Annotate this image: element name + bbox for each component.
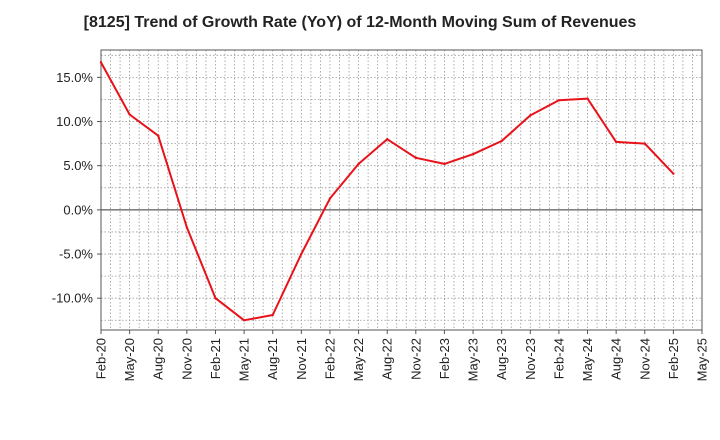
x-tick-label: Aug-24 <box>609 338 624 380</box>
data-point <box>586 97 589 100</box>
data-point <box>672 172 675 175</box>
x-tick-label: Feb-21 <box>208 338 223 379</box>
y-axis: -10.0% -5.0% 0.0% 5.0% 10.0% 15.0% <box>52 70 101 306</box>
x-tick-label: May-21 <box>237 338 252 381</box>
data-point <box>385 138 389 141</box>
y-tick-label: -5.0% <box>59 247 93 262</box>
x-tick-label: Feb-23 <box>437 338 452 379</box>
data-point <box>300 252 303 256</box>
x-tick-label: Nov-22 <box>408 338 423 380</box>
data-point <box>529 114 532 117</box>
x-tick-label: Feb-22 <box>322 338 337 379</box>
x-tick-label: Nov-20 <box>179 338 194 380</box>
data-point <box>471 153 475 156</box>
x-tick-label: May-25 <box>695 338 710 381</box>
data-point <box>185 226 189 229</box>
y-tick-label: 15.0% <box>56 70 93 85</box>
x-tick-label: Aug-21 <box>265 338 280 380</box>
x-tick-label: Feb-20 <box>94 338 109 379</box>
y-tick-label: 0.0% <box>63 202 93 217</box>
x-tick-label: May-22 <box>351 338 366 381</box>
x-tick-label: May-20 <box>122 338 137 381</box>
x-tick-label: Nov-24 <box>637 338 652 380</box>
data-point <box>328 197 332 200</box>
data-point <box>414 156 418 159</box>
data-point <box>557 99 561 102</box>
x-tick-label: May-23 <box>466 338 481 381</box>
x-tick-label: Aug-22 <box>380 338 395 380</box>
x-tick-label: Nov-23 <box>523 338 538 380</box>
y-tick-label: 5.0% <box>63 158 93 173</box>
data-point <box>242 319 246 322</box>
data-point <box>271 313 274 317</box>
data-point <box>614 140 618 144</box>
y-tick-label: 10.0% <box>56 114 93 129</box>
chart-title: [8125] Trend of Growth Rate (YoY) of 12-… <box>83 14 637 31</box>
x-tick-label: Aug-20 <box>151 338 166 380</box>
x-tick-label: Nov-21 <box>294 338 309 380</box>
x-tick-label: Feb-24 <box>551 338 566 379</box>
data-point <box>443 162 446 166</box>
series-group <box>99 61 675 322</box>
x-tick-label: May-24 <box>580 338 595 381</box>
plot-frame <box>100 49 703 331</box>
data-point <box>157 134 160 137</box>
data-point <box>357 162 360 166</box>
x-tick-label: Aug-23 <box>494 338 509 380</box>
x-tick-label: Feb-25 <box>666 338 681 379</box>
data-point <box>643 142 646 145</box>
data-point <box>128 113 131 116</box>
y-tick-label: -10.0% <box>52 291 94 306</box>
grid-lines <box>101 50 702 330</box>
x-axis: Feb-20 May-20 Aug-20 Nov-20 Feb-21 May-21 Aug-… <box>94 330 710 381</box>
data-point <box>214 297 217 300</box>
data-point <box>500 139 503 143</box>
data-point <box>99 61 103 64</box>
